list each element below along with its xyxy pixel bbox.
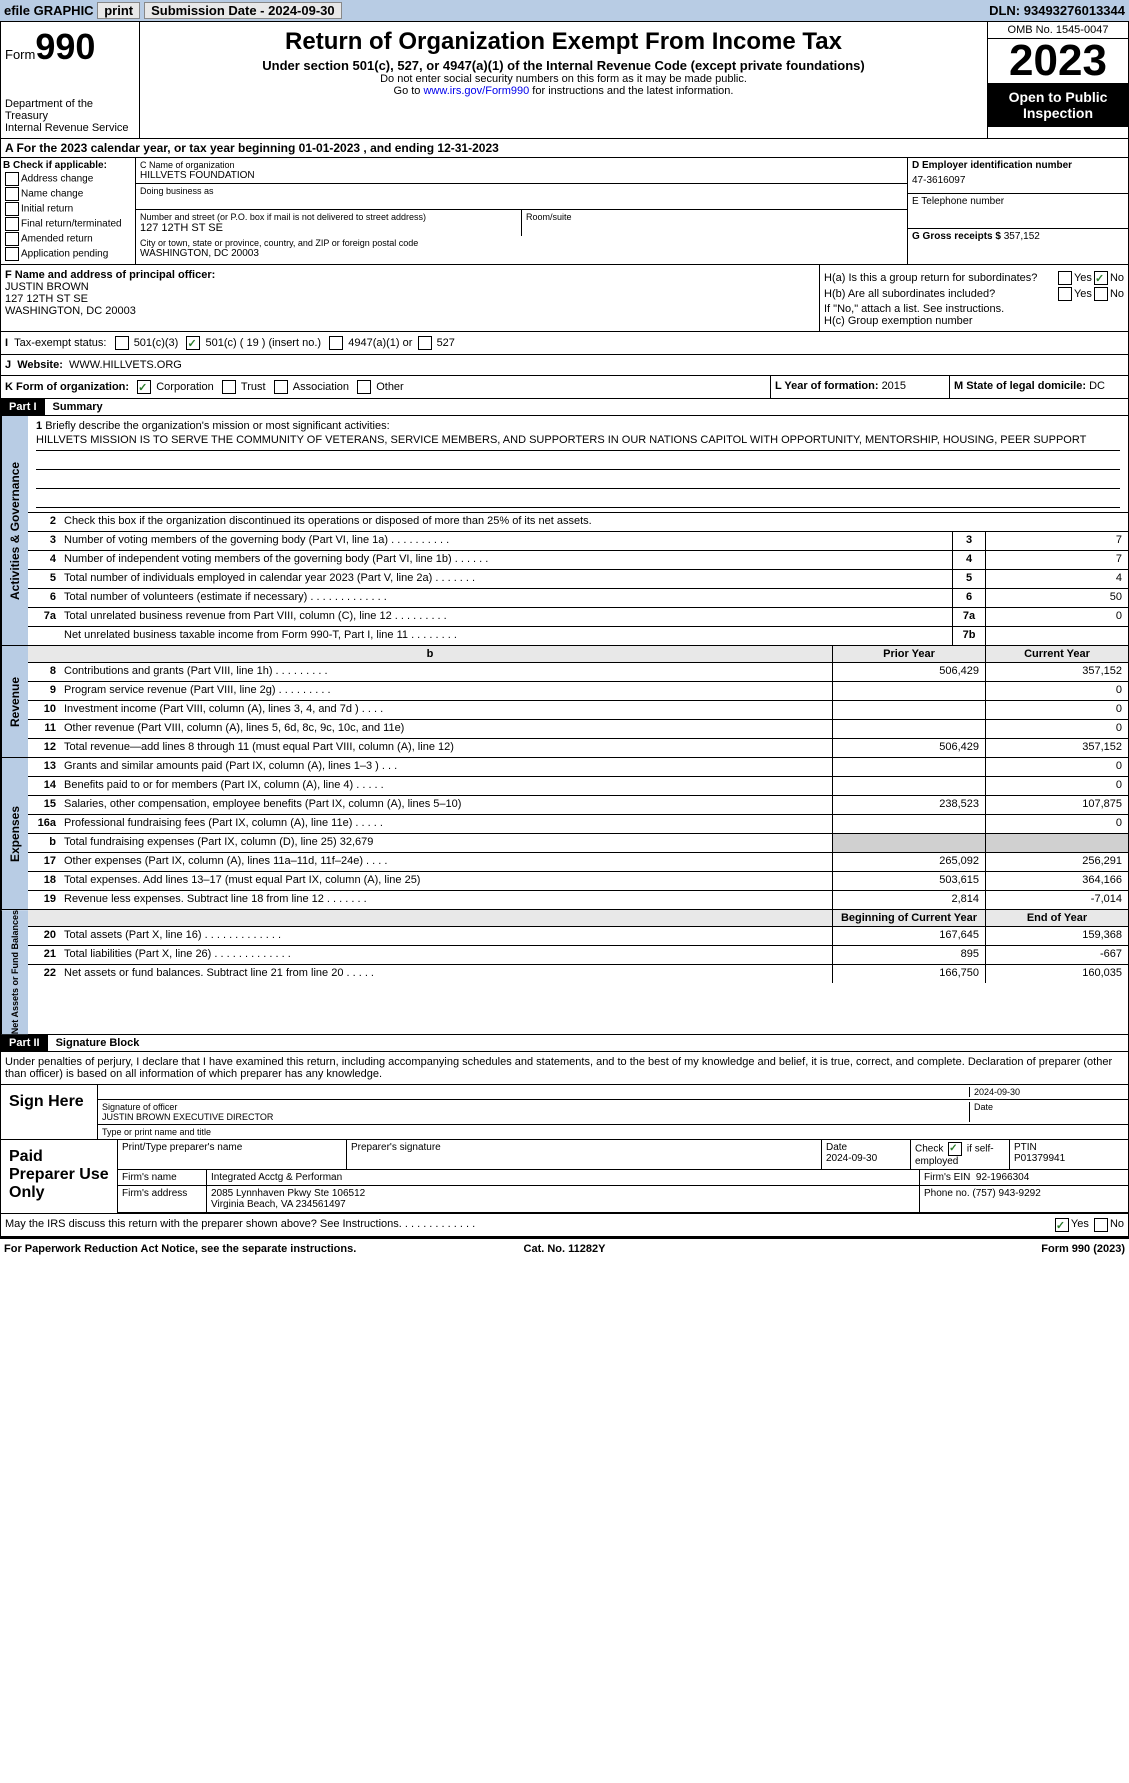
checkbox-final[interactable] [5, 217, 19, 231]
header-right: OMB No. 1545-0047 2023 Open to Public In… [987, 22, 1128, 138]
dln: DLN: 93493276013344 [989, 3, 1125, 18]
i-501c[interactable]: ✓ [186, 336, 200, 350]
checkbox-amended[interactable] [5, 232, 19, 246]
row-a: A For the 2023 calendar year, or tax yea… [0, 139, 1129, 158]
checkbox-initial[interactable] [5, 202, 19, 216]
checkbox-addr-change[interactable] [5, 172, 19, 186]
hb-yes[interactable] [1058, 287, 1072, 301]
col-f: F Name and address of principal officer:… [1, 265, 820, 331]
discuss-yes[interactable]: ✓ [1055, 1218, 1069, 1232]
k-other[interactable] [357, 380, 371, 394]
i-501c3[interactable] [115, 336, 129, 350]
expenses-section: Expenses 13Grants and similar amounts pa… [0, 758, 1129, 910]
k-corp[interactable]: ✓ [137, 380, 151, 394]
submission-date: Submission Date - 2024-09-30 [144, 2, 342, 19]
form-title: Return of Organization Exempt From Incom… [144, 28, 983, 56]
checkbox-name-change[interactable] [5, 187, 19, 201]
efile-label: efile GRAPHIC [4, 3, 94, 18]
part1-header: Part ISummary [0, 399, 1129, 416]
page-footer: For Paperwork Reduction Act Notice, see … [0, 1237, 1129, 1259]
hb-no[interactable] [1094, 287, 1108, 301]
k-assoc[interactable] [274, 380, 288, 394]
col-b: B Check if applicable: Address change Na… [1, 158, 136, 264]
section-fh: F Name and address of principal officer:… [0, 265, 1129, 332]
col-h: H(a) Is this a group return for subordin… [820, 265, 1128, 331]
col-d: D Employer identification number47-36160… [907, 158, 1128, 264]
irs-link[interactable]: www.irs.gov/Form990 [423, 85, 529, 97]
i-527[interactable] [418, 336, 432, 350]
signature-section: Under penalties of perjury, I declare th… [0, 1052, 1129, 1237]
k-trust[interactable] [222, 380, 236, 394]
netassets-section: Net Assets or Fund Balances Beginning of… [0, 910, 1129, 1035]
top-bar: efile GRAPHIC print Submission Date - 20… [0, 0, 1129, 21]
section-bcdeg: B Check if applicable: Address change Na… [0, 158, 1129, 265]
revenue-section: Revenue bPrior YearCurrent Year 8Contrib… [0, 646, 1129, 758]
header-mid: Return of Organization Exempt From Incom… [140, 22, 987, 138]
checkbox-pending[interactable] [5, 247, 19, 261]
section-j: J Website: WWW.HILLVETS.ORG [0, 355, 1129, 376]
col-c: C Name of organizationHILLVETS FOUNDATIO… [136, 158, 907, 264]
i-4947[interactable] [329, 336, 343, 350]
governance-section: Activities & Governance 1 Briefly descri… [0, 416, 1129, 646]
ha-no[interactable]: ✓ [1094, 271, 1108, 285]
discuss-no[interactable] [1094, 1218, 1108, 1232]
section-i: I Tax-exempt status: 501(c)(3) ✓ 501(c) … [0, 332, 1129, 355]
ha-yes[interactable] [1058, 271, 1072, 285]
form-header: Form990 Department of the Treasury Inter… [0, 21, 1129, 139]
section-klm: K Form of organization: ✓ Corporation Tr… [0, 376, 1129, 399]
paid-self-check[interactable]: ✓ [948, 1142, 962, 1156]
part2-header: Part IISignature Block [0, 1035, 1129, 1052]
print-button[interactable]: print [97, 2, 140, 19]
header-left: Form990 Department of the Treasury Inter… [1, 22, 140, 138]
